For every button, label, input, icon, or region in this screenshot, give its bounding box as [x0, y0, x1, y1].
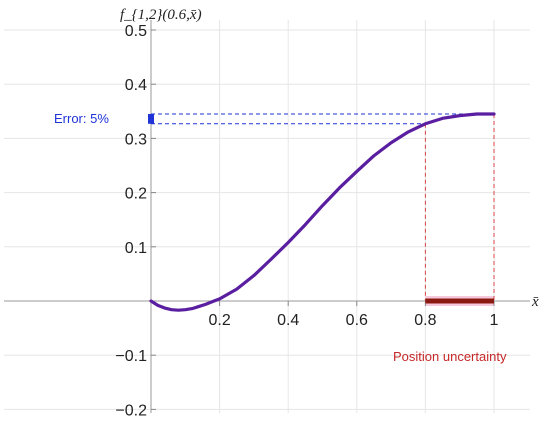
x-tick-label-1: 0.4	[277, 312, 299, 329]
red-guides	[424, 114, 495, 301]
uncertainty-label: Position uncertainty	[393, 349, 507, 364]
series-line-0	[149, 112, 496, 312]
series-group	[149, 112, 496, 312]
y-tick-label-3: 0.2	[125, 186, 147, 203]
x-tick-label-0: 0.2	[208, 312, 230, 329]
y-tick-label-0: −0.2	[115, 402, 147, 419]
y-tick-label-4: 0.3	[125, 131, 147, 148]
y-axis-title: f_{1,2}(0.6,x̄)	[120, 7, 202, 23]
uncertainty-bar	[425, 298, 494, 304]
markers	[148, 114, 494, 304]
tick-labels: 0.2 0.4 0.6 0.8 1 −0.2 −0.1 0.1 0.2 0.3 0.4 0.5	[115, 23, 498, 419]
x-tick-label-2: 0.6	[346, 312, 368, 329]
y-tick-label-6: 0.5	[125, 23, 147, 40]
y-tick-label-2: 0.1	[125, 240, 147, 257]
x-tick-label-3: 0.8	[414, 312, 436, 329]
y-tick-label-5: 0.4	[125, 77, 147, 94]
x-tick-label-4: 1	[490, 312, 499, 329]
error-label: Error: 5%	[54, 111, 109, 126]
x-axis-title: x̄	[531, 294, 539, 310]
error-bar	[148, 114, 154, 124]
blue-guides	[151, 113, 494, 125]
y-tick-label-1: −0.1	[115, 348, 147, 365]
grid	[4, 20, 530, 413]
